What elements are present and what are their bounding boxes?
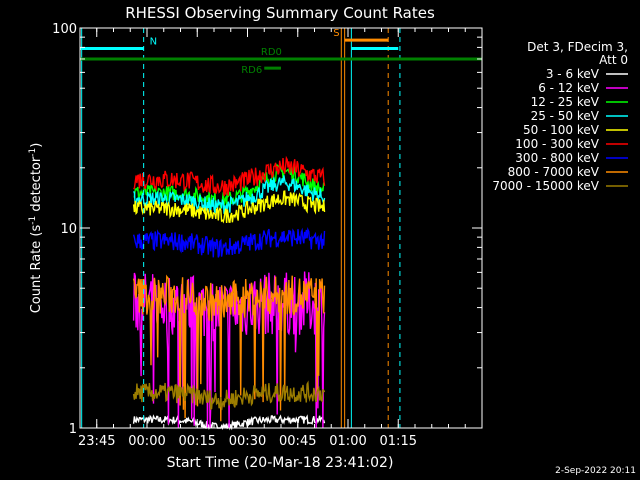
flag-label: RD0: [261, 47, 282, 58]
y-axis-label: Count Rate (s-1 detector-1): [28, 143, 44, 314]
series-line: [132, 380, 326, 411]
legend-label: 100 - 300 keV: [515, 137, 599, 151]
y-tick-label: 10: [60, 222, 77, 237]
series-line: [133, 155, 326, 197]
flag-label: RD6: [241, 65, 262, 76]
legend-label: 800 - 7000 keV: [508, 165, 600, 179]
legend-header: Det 3, FDecim 3,: [527, 40, 628, 54]
series-line: [133, 175, 326, 214]
flag-label: N: [150, 36, 157, 47]
legend-label: 300 - 800 keV: [515, 151, 599, 165]
y-label-part: detector: [29, 156, 44, 216]
x-tick-label: 00:00: [128, 434, 165, 449]
y-label-sup: -1: [28, 148, 38, 157]
legend-label: 6 - 12 keV: [538, 81, 600, 95]
flag-layer: N RD0 RD6 S: [80, 28, 482, 428]
x-tick-label: 00:15: [179, 434, 216, 449]
x-tick-label: 23:45: [78, 434, 115, 449]
footer-date: 2-Sep-2022 20:11: [555, 466, 636, 476]
legend-label: 7000 - 15000 keV: [492, 179, 599, 193]
legend-label: 50 - 100 keV: [523, 123, 600, 137]
legend-label: 12 - 25 keV: [531, 95, 600, 109]
flag-label: S: [333, 28, 339, 39]
y-tick-label: 100: [52, 22, 77, 37]
series-layer: [132, 155, 326, 431]
x-tick-label: 00:30: [229, 434, 266, 449]
legend-label: 3 - 6 keV: [546, 67, 600, 81]
x-tick-label: 00:45: [279, 434, 316, 449]
chart-title: RHESSI Observing Summary Count Rates: [125, 4, 435, 22]
series-line: [132, 190, 326, 224]
x-tick-label: 01:00: [329, 434, 366, 449]
axes: 23:45 00:00 00:15 00:30 00:45 01:00 01:15 1 10 10…: [52, 22, 483, 449]
x-axis-label: Start Time (20-Mar-18 23:41:02): [167, 455, 394, 471]
x-tick-label: 01:15: [380, 434, 417, 449]
y-tick-label: 1: [69, 422, 77, 437]
legend-header: Att 0: [599, 53, 628, 67]
legend-label: 25 - 50 keV: [531, 109, 600, 123]
y-label-part: ): [29, 143, 44, 148]
series-line: [132, 274, 326, 422]
series-line: [132, 226, 326, 258]
y-label-sup: -1: [28, 216, 38, 225]
y-label-part: Count Rate (s: [29, 225, 44, 314]
